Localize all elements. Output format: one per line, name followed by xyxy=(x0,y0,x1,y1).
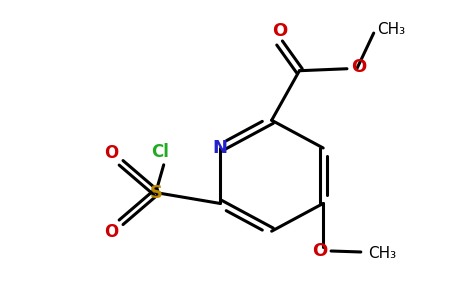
Text: O: O xyxy=(104,223,118,241)
Text: O: O xyxy=(272,22,287,40)
Text: CH₃: CH₃ xyxy=(369,246,397,261)
Text: S: S xyxy=(149,183,162,202)
Text: O: O xyxy=(312,242,328,260)
Text: O: O xyxy=(104,144,118,162)
Text: CH₃: CH₃ xyxy=(377,22,406,37)
Text: O: O xyxy=(351,58,366,76)
Text: N: N xyxy=(213,139,228,157)
Text: Cl: Cl xyxy=(151,143,169,161)
